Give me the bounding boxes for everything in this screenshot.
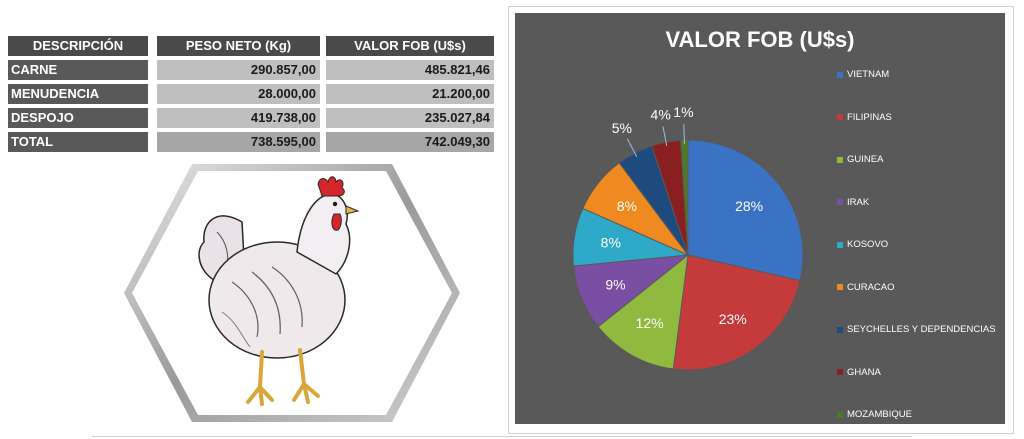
header-valor: VALOR FOB (U$s) — [326, 36, 494, 56]
hen-icon — [124, 164, 460, 422]
legend-label: IRAK — [847, 196, 870, 208]
row-desc: CARNE — [8, 60, 148, 80]
pie-slice-filipinas — [672, 254, 801, 371]
divider — [92, 436, 912, 437]
data-label: 8% — [601, 235, 621, 251]
legend-label: CURACAO — [847, 281, 895, 293]
legend-label: MOZAMBIQUE — [847, 409, 912, 420]
legend-label: VIETNAM — [847, 69, 890, 80]
pie-slice-guinea — [597, 253, 689, 370]
legend-item: GUINEA — [837, 154, 883, 165]
table-total-row: TOTAL 738.595,00 742.049,30 — [8, 132, 494, 152]
legend-label: FILIPINAS — [847, 111, 892, 123]
legend-item: MOZAMBIQUE — [837, 409, 912, 420]
legend-label: GHANA — [847, 366, 881, 378]
legend-swatch — [837, 71, 843, 78]
leader-line — [662, 126, 668, 147]
header-descripcion: DESCRIPCIÓN — [8, 36, 148, 56]
legend-swatch — [837, 284, 843, 290]
legend-swatch — [837, 156, 843, 163]
legend-item: CURACAO — [837, 282, 895, 293]
legend-item: FILIPINAS — [837, 112, 892, 123]
chart-title: VALOR FOB (U$s) — [665, 27, 855, 52]
data-label: 28% — [735, 198, 763, 214]
table-row: DESPOJO 419.738,00 235.027,84 — [8, 108, 494, 128]
data-label: 8% — [617, 198, 637, 214]
legend-item: VIETNAM — [837, 69, 889, 80]
total-peso: 738.595,00 — [157, 132, 320, 152]
legend-label: SEYCHELLES Y DEPENDENCIAS — [847, 324, 996, 335]
legend-swatch — [837, 199, 843, 205]
chart-area: VALOR FOB (U$s) 28% 23% 12% 9% 8% 8% 5% 4% 1% VI… — [515, 13, 1005, 424]
data-label: 5% — [612, 120, 632, 136]
row-desc: MENUDENCIA — [8, 84, 148, 104]
table-row: MENUDENCIA 28.000,00 21.200,00 — [8, 84, 494, 104]
row-peso: 419.738,00 — [157, 108, 320, 128]
data-label: 9% — [605, 276, 625, 292]
header-peso: PESO NETO (Kg) — [157, 36, 320, 56]
data-label: 1% — [673, 104, 693, 120]
total-valor: 742.049,30 — [326, 132, 494, 152]
row-valor: 21.200,00 — [326, 84, 494, 104]
leader-line — [683, 124, 685, 145]
data-label: 12% — [636, 315, 664, 331]
table-header: DESCRIPCIÓN PESO NETO (Kg) VALOR FOB (U$… — [8, 36, 494, 56]
row-valor: 235.027,84 — [326, 108, 494, 128]
legend-swatch — [837, 326, 843, 333]
legend-item: KOSOVO — [837, 239, 888, 250]
row-desc: DESPOJO — [8, 108, 148, 128]
legend-item: SEYCHELLES Y DEPENDENCIAS — [837, 324, 996, 335]
legend-item: GHANA — [837, 367, 881, 378]
legend-swatch — [837, 241, 843, 248]
pie-slice-vietnam — [687, 139, 804, 282]
legend-swatch — [837, 411, 843, 418]
hexagon-frame — [122, 162, 462, 424]
data-label: 23% — [719, 311, 747, 327]
legend-swatch — [837, 114, 843, 120]
fob-table: DESCRIPCIÓN PESO NETO (Kg) VALOR FOB (U$… — [8, 36, 494, 156]
leader-line — [626, 138, 638, 157]
data-label: 4% — [651, 107, 671, 123]
row-peso: 290.857,00 — [157, 60, 320, 80]
pie-chart: 28% 23% 12% 9% 8% 8% 5% 4% 1% — [572, 104, 804, 371]
row-peso: 28.000,00 — [157, 84, 320, 104]
legend-item: IRAK — [837, 197, 869, 208]
total-desc: TOTAL — [8, 132, 148, 152]
legend-label: GUINEA — [847, 154, 884, 165]
legend-swatch — [837, 369, 843, 375]
legend-label: KOSOVO — [847, 239, 889, 250]
table-row: CARNE 290.857,00 485.821,46 — [8, 60, 494, 80]
chart-panel: VALOR FOB (U$s) 28% 23% 12% 9% 8% 8% 5% 4% 1% VI… — [508, 6, 1014, 434]
row-valor: 485.821,46 — [326, 60, 494, 80]
